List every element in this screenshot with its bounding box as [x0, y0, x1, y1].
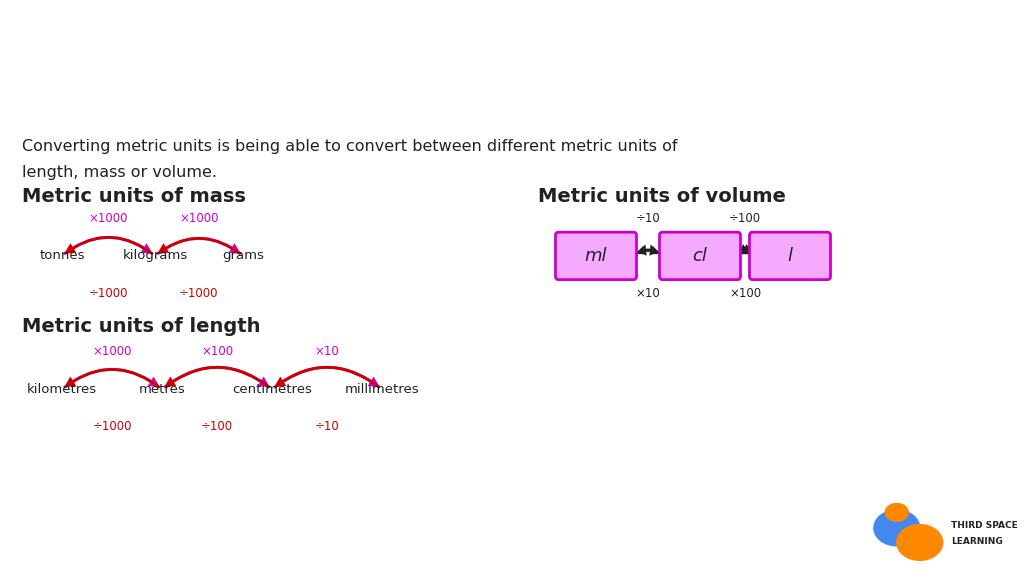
- FancyBboxPatch shape: [555, 232, 637, 279]
- FancyArrowPatch shape: [636, 244, 662, 255]
- Text: Metric units of volume: Metric units of volume: [538, 187, 785, 205]
- FancyArrowPatch shape: [158, 237, 242, 255]
- FancyArrowPatch shape: [65, 236, 154, 255]
- FancyArrowPatch shape: [63, 236, 153, 255]
- FancyArrowPatch shape: [65, 368, 161, 389]
- Text: tonnes: tonnes: [39, 250, 85, 262]
- FancyArrowPatch shape: [164, 366, 270, 389]
- Text: ÷1000: ÷1000: [89, 287, 128, 300]
- Text: length, mass or volume.: length, mass or volume.: [22, 165, 217, 180]
- Text: grams: grams: [222, 250, 264, 262]
- Text: Metric units of length: Metric units of length: [22, 317, 260, 336]
- Text: metres: metres: [138, 383, 185, 396]
- Text: ÷10: ÷10: [314, 420, 339, 434]
- Text: Converting metric units: Converting metric units: [29, 35, 585, 77]
- Text: ÷1000: ÷1000: [179, 287, 219, 300]
- Text: ×100: ×100: [729, 287, 761, 300]
- FancyArrowPatch shape: [739, 244, 753, 254]
- FancyArrowPatch shape: [273, 366, 380, 389]
- Text: ×100: ×100: [201, 345, 233, 359]
- Text: ÷10: ÷10: [636, 212, 660, 225]
- Text: ÷100: ÷100: [201, 420, 233, 434]
- Text: ÷1000: ÷1000: [92, 420, 132, 434]
- FancyBboxPatch shape: [659, 232, 740, 279]
- Text: kilograms: kilograms: [123, 250, 187, 262]
- FancyBboxPatch shape: [750, 232, 830, 279]
- FancyArrowPatch shape: [63, 368, 160, 389]
- Text: ×10: ×10: [314, 345, 339, 359]
- Text: ml: ml: [585, 247, 607, 265]
- Text: kilometres: kilometres: [27, 383, 97, 396]
- Circle shape: [897, 524, 943, 560]
- Text: cl: cl: [692, 247, 708, 265]
- Text: ÷100: ÷100: [729, 212, 761, 225]
- Text: ×1000: ×1000: [179, 212, 219, 225]
- Circle shape: [873, 510, 920, 546]
- Text: LEARNING: LEARNING: [951, 537, 1004, 546]
- FancyArrowPatch shape: [164, 366, 269, 389]
- Text: l: l: [787, 247, 793, 265]
- Text: ×1000: ×1000: [92, 345, 132, 359]
- FancyArrowPatch shape: [274, 366, 381, 389]
- Text: Converting metric units is being able to convert between different metric units : Converting metric units is being able to…: [22, 139, 678, 154]
- FancyArrowPatch shape: [635, 244, 660, 255]
- Text: THIRD SPACE: THIRD SPACE: [951, 521, 1018, 530]
- Text: centimetres: centimetres: [232, 383, 312, 396]
- Text: ×1000: ×1000: [89, 212, 128, 225]
- FancyArrowPatch shape: [737, 244, 751, 254]
- Text: millimetres: millimetres: [345, 383, 419, 396]
- Circle shape: [886, 503, 908, 521]
- Text: Metric units of mass: Metric units of mass: [22, 187, 246, 205]
- FancyArrowPatch shape: [157, 237, 241, 255]
- Text: ×10: ×10: [636, 287, 660, 300]
